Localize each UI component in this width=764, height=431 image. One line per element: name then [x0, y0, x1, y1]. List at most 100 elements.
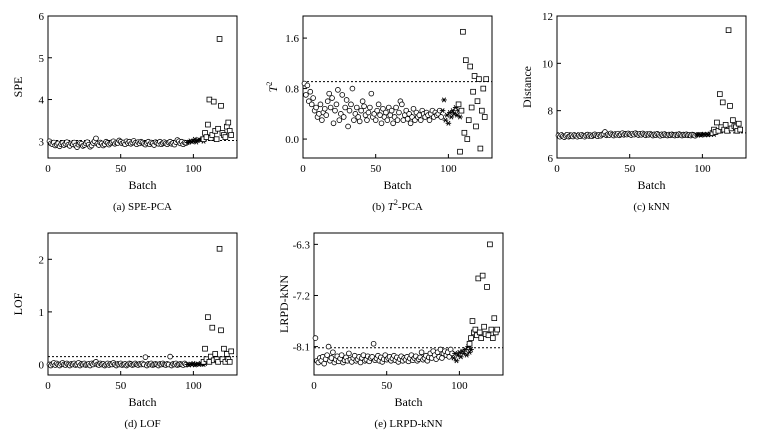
- fault-test-point: [461, 129, 468, 136]
- training-point: [336, 117, 343, 123]
- panel-c: 0 50 100 6 8 10 12 Batch Distance (c) kNN: [520, 11, 747, 213]
- normal-test-point: [457, 114, 463, 120]
- fault-test-point: [476, 76, 482, 82]
- fault-test-point: [714, 119, 720, 126]
- training-point: [330, 120, 337, 127]
- training-point: [380, 105, 386, 112]
- fault-test-point: [466, 340, 473, 347]
- training-point: [323, 112, 330, 118]
- fault-test-point: [202, 345, 208, 352]
- x-axis-label: Batch: [129, 395, 157, 409]
- y-tick-label: 10: [542, 58, 554, 70]
- y-tick-label: -7.2: [293, 290, 310, 302]
- training-point: [142, 354, 149, 360]
- fault-test-point: [210, 98, 217, 105]
- fault-test-point: [464, 136, 471, 142]
- training-point: [390, 120, 396, 127]
- plot-frame: [556, 15, 747, 159]
- y-tick-label: 0.0: [285, 134, 299, 146]
- fault-test-point: [483, 76, 489, 82]
- training-point: [438, 114, 444, 120]
- training-point: [346, 107, 353, 114]
- fault-test-point: [218, 102, 224, 109]
- x-tick-label: 50: [381, 380, 393, 392]
- training-point: [375, 101, 382, 108]
- fault-test-point: [218, 327, 224, 334]
- x-axis-label: Batch: [384, 178, 412, 192]
- fault-test-point: [476, 329, 483, 336]
- training-point: [327, 104, 334, 111]
- x-tick-label: 50: [115, 380, 127, 392]
- training-point: [319, 117, 325, 123]
- normal-test-point: [441, 97, 447, 103]
- y-tick-label: 6: [39, 11, 45, 23]
- x-tick-label: 100: [185, 163, 202, 175]
- y-tick-label: 0: [39, 359, 45, 371]
- fault-test-point: [484, 284, 490, 290]
- fault-test-point: [460, 28, 466, 35]
- fault-test-point: [717, 91, 723, 97]
- panel-caption: (e) LRPD-kNN: [374, 418, 442, 430]
- fault-test-point: [473, 123, 479, 130]
- y-tick-label: 4: [39, 95, 45, 107]
- y-tick-label: -6.3: [293, 239, 311, 251]
- training-point: [358, 107, 364, 114]
- fault-test-point: [216, 36, 223, 42]
- training-point: [439, 355, 445, 361]
- y-axis-label: LRPD-kNN: [277, 275, 291, 333]
- normal-test-point: [462, 346, 468, 352]
- training-point: [384, 117, 391, 123]
- training-point: [326, 90, 332, 97]
- training-point: [317, 101, 324, 108]
- fault-test-point: [463, 57, 469, 63]
- fault-test-point: [216, 245, 223, 252]
- x-tick-label: 100: [440, 163, 457, 175]
- fault-test-point: [490, 335, 496, 341]
- fault-test-point: [221, 345, 227, 352]
- fault-test-point: [212, 351, 218, 357]
- fault-test-point: [457, 148, 463, 155]
- y-tick-label: 0.8: [285, 84, 299, 96]
- training-point: [304, 82, 311, 89]
- fault-test-point: [725, 27, 732, 33]
- normal-test-point: [468, 346, 474, 352]
- fault-test-point: [491, 315, 498, 321]
- fault-test-point: [730, 117, 736, 123]
- training-point: [426, 117, 433, 123]
- fault-test-point: [468, 104, 475, 111]
- fault-test-point: [737, 126, 743, 133]
- x-axis-label: Batch: [638, 178, 666, 192]
- training-point: [374, 107, 380, 114]
- fault-test-point: [215, 125, 221, 132]
- training-point: [346, 350, 352, 357]
- training-point: [343, 97, 350, 103]
- fault-test-point: [488, 326, 495, 333]
- fault-test-point: [722, 122, 729, 128]
- training-point: [410, 105, 417, 112]
- training-point: [335, 87, 341, 93]
- normal-test-point: [450, 355, 457, 361]
- fault-test-point: [480, 85, 487, 92]
- training-point: [167, 353, 173, 360]
- fault-test-point: [479, 272, 486, 279]
- fault-test-point: [209, 324, 216, 331]
- y-tick-label: 5: [39, 53, 45, 65]
- fault-test-point: [485, 332, 492, 339]
- panel-b: 0 50 100 0.0 0.8 1.6 Batch T2 (b) T2-PCA: [265, 15, 493, 213]
- fault-test-point: [481, 323, 487, 330]
- training-point: [383, 109, 389, 116]
- fault-test-point: [474, 332, 480, 339]
- training-point: [342, 104, 348, 111]
- normal-test-point: [444, 112, 450, 118]
- fault-test-point: [727, 103, 733, 109]
- panel-a: 0 50 100 3 4 5 6 Batch SPE (a) SPE-PCA: [11, 11, 238, 213]
- training-point: [324, 352, 330, 358]
- y-tick-label: 6: [548, 153, 554, 165]
- fault-test-point: [228, 348, 234, 355]
- training-point: [333, 101, 340, 108]
- training-point: [359, 98, 366, 104]
- fault-test-point: [478, 335, 484, 341]
- training-point: [394, 117, 401, 123]
- plot-frame: [302, 15, 493, 159]
